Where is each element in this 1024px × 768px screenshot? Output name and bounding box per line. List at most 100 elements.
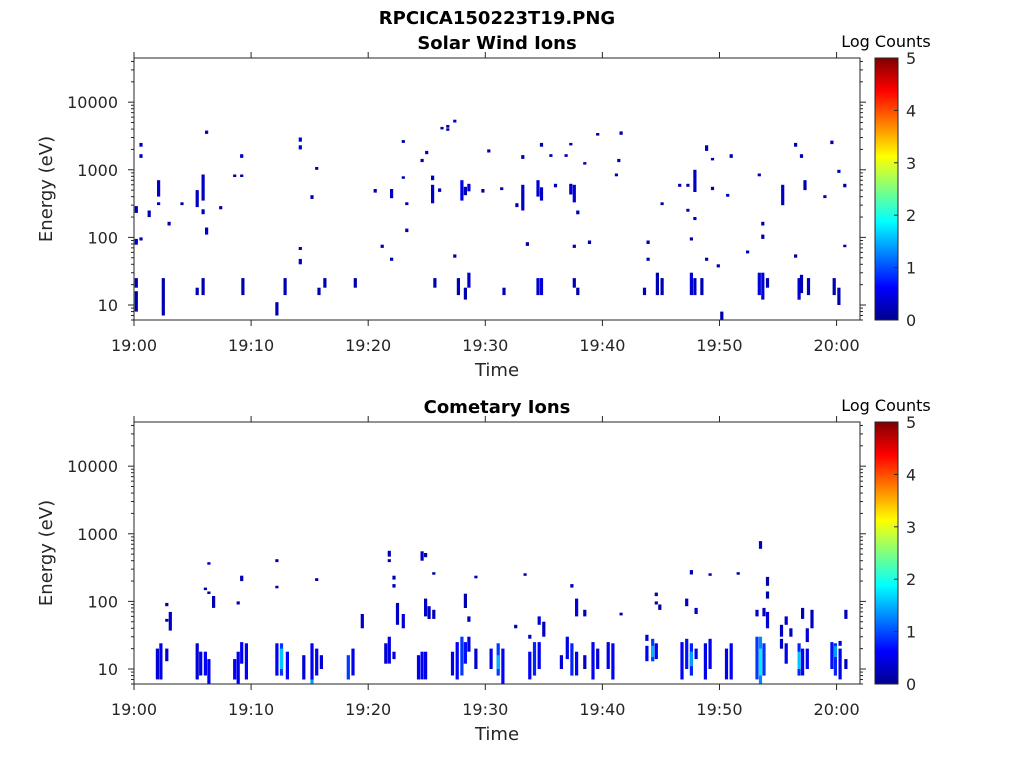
data-cell xyxy=(844,659,848,669)
data-cell xyxy=(302,655,306,680)
data-cell xyxy=(784,616,788,625)
data-cell xyxy=(660,278,664,296)
data-cell xyxy=(463,287,467,300)
data-cell xyxy=(360,614,364,629)
data-cell xyxy=(761,272,765,300)
data-cell xyxy=(275,643,279,676)
data-cell xyxy=(757,272,761,296)
data-cell xyxy=(799,154,804,158)
data-cell xyxy=(761,221,765,226)
data-cell xyxy=(205,130,209,134)
data-cell xyxy=(159,643,163,680)
data-cell xyxy=(575,651,579,676)
data-cell xyxy=(233,659,237,680)
data-cell xyxy=(420,551,424,561)
colorbar-tick-label: 4 xyxy=(906,465,916,484)
solar-wind-title: Solar Wind Ions xyxy=(417,33,576,54)
solar-wind-colorbar-ticks: 0 1 2 3 4 5 xyxy=(894,49,916,330)
figure-title: RPCICA150223T19.PNG xyxy=(379,8,615,29)
data-cell xyxy=(317,287,321,296)
data-cell xyxy=(474,575,478,579)
data-cell xyxy=(838,640,842,646)
data-cell xyxy=(619,612,623,616)
data-cell xyxy=(432,609,436,619)
data-cell xyxy=(515,203,519,208)
data-cell xyxy=(838,648,842,680)
data-cell xyxy=(537,642,541,669)
data-cell xyxy=(823,195,827,199)
data-cell xyxy=(528,634,532,639)
data-cell xyxy=(575,598,579,617)
data-cell xyxy=(837,287,841,305)
data-cell xyxy=(528,651,532,680)
data-cell xyxy=(275,302,279,316)
data-cell xyxy=(236,651,240,684)
x-tick-label: 19:10 xyxy=(228,700,274,719)
x-tick-label: 19:20 xyxy=(345,700,391,719)
data-cell xyxy=(401,614,405,629)
data-cell xyxy=(427,606,431,619)
data-cell xyxy=(467,183,471,192)
data-cell xyxy=(298,258,302,265)
data-cell xyxy=(794,142,798,147)
data-cell xyxy=(729,643,733,680)
y-tick-label: 100 xyxy=(87,592,118,611)
data-cell xyxy=(693,169,697,192)
data-cell xyxy=(240,575,244,582)
data-cell xyxy=(195,287,199,296)
cometary-x-ticks: 19:00 19:10 19:20 19:30 19:40 19:50 20:00 xyxy=(111,416,860,719)
data-cell xyxy=(523,573,527,576)
data-cell xyxy=(463,642,467,664)
data-cell xyxy=(203,587,207,591)
data-cell xyxy=(805,628,809,643)
data-cell xyxy=(680,642,684,680)
data-cell xyxy=(710,186,715,191)
data-cell xyxy=(700,278,704,296)
data-cell xyxy=(392,584,396,588)
cometary-x-label: Time xyxy=(474,724,519,745)
data-cell xyxy=(139,237,143,241)
x-tick-label: 19:30 xyxy=(462,336,508,355)
data-cell xyxy=(157,180,161,197)
data-cell xyxy=(275,585,279,589)
data-cell xyxy=(646,257,650,261)
data-cell xyxy=(708,638,712,669)
data-cell xyxy=(801,607,805,619)
data-cell xyxy=(165,602,169,607)
data-cell xyxy=(323,278,327,288)
data-cell xyxy=(805,648,809,669)
data-cell xyxy=(240,154,244,158)
data-cell xyxy=(315,648,319,676)
x-tick-label: 20:00 xyxy=(814,700,860,719)
data-cell xyxy=(654,592,658,597)
data-cell xyxy=(298,145,302,150)
data-cell xyxy=(761,234,765,239)
data-cell xyxy=(646,240,650,244)
cometary-y-ticks: 10 100 1000 10000 xyxy=(67,424,866,685)
data-cell xyxy=(395,602,400,625)
data-cell xyxy=(283,278,287,296)
data-cell xyxy=(833,643,837,676)
data-cell xyxy=(794,254,798,258)
colorbar-tick-label: 3 xyxy=(906,518,916,537)
data-cell xyxy=(432,572,436,575)
data-cell xyxy=(572,244,576,248)
data-cell xyxy=(147,210,151,218)
data-cell xyxy=(797,651,801,669)
data-cell xyxy=(446,125,450,128)
data-cell xyxy=(446,128,450,131)
data-cell xyxy=(832,278,836,296)
colorbar-tick-label: 0 xyxy=(906,675,916,694)
data-cell xyxy=(685,598,689,607)
data-cell xyxy=(572,278,576,288)
colorbar-tick-label: 0 xyxy=(906,311,916,330)
colorbar-tick-label: 3 xyxy=(906,154,916,173)
data-cell xyxy=(576,210,580,215)
data-cell xyxy=(660,202,664,206)
data-cell xyxy=(453,119,457,123)
data-cell xyxy=(424,598,428,617)
data-cell xyxy=(467,272,471,288)
data-cell xyxy=(642,287,647,296)
data-cell xyxy=(710,157,715,161)
colorbar-tick-label: 4 xyxy=(906,101,916,120)
